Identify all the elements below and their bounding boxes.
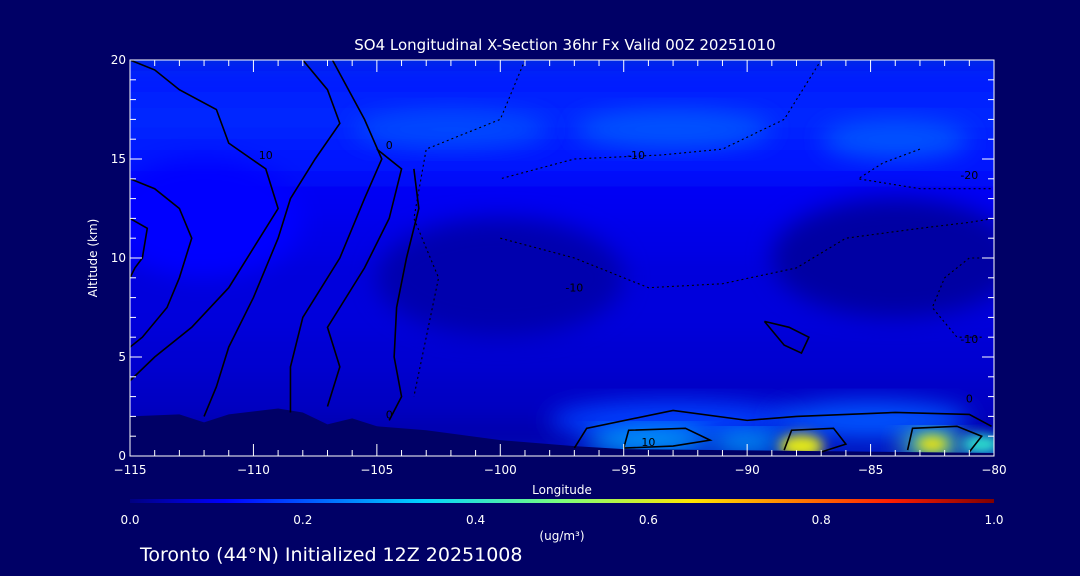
field-blob-8 <box>586 428 711 453</box>
x-axis: −115 −110 −105 −100 −95 −90 −85 −80 <box>114 60 1007 477</box>
field-blob-0 <box>376 218 624 338</box>
contour-solid-9 <box>783 427 848 453</box>
colorbar: 0.0 0.2 0.4 0.6 0.8 1.0 (ug/m³) <box>120 499 1004 543</box>
field-blob-7 <box>771 400 970 441</box>
contour-solid-8 <box>622 427 713 449</box>
y-axis-label: Altitude (km) <box>86 219 100 298</box>
colorbar-tick-label-0: 0.0 <box>120 513 139 527</box>
colorbar-unit-label: (ug/m³) <box>539 529 584 543</box>
field-blob-9 <box>710 432 785 453</box>
field-blob-1 <box>771 198 994 318</box>
colorbar-tick-label-4: 0.8 <box>812 513 831 527</box>
field-band-2 <box>130 337 994 377</box>
contour-label-3: -20 <box>960 169 978 182</box>
contour-solid-10 <box>906 425 983 453</box>
footer-caption: Toronto (44°N) Initialized 12Z 20251008 <box>139 544 523 566</box>
y-tick-label-1: 5 <box>118 350 126 364</box>
x-tick-label-3: −100 <box>484 463 517 477</box>
contour-dotted-16 <box>931 257 994 338</box>
x-tick-label-0: −115 <box>114 463 147 477</box>
contour-label-7: 0 <box>386 408 393 421</box>
colorbar-tick-label-2: 0.4 <box>466 513 485 527</box>
field-blob-6 <box>549 400 797 441</box>
x-axis-label: Longitude <box>532 483 592 497</box>
y-tick-label-3: 15 <box>111 152 126 166</box>
plot-area: 10 0 -10 -20 -10 -10 0 0 10 <box>130 60 994 456</box>
contour-lines <box>130 60 994 453</box>
contour-solid-11 <box>763 320 810 355</box>
contour-solid-5 <box>130 178 193 348</box>
field-blob-5 <box>352 109 550 150</box>
x-tick-label-7: −80 <box>981 463 1006 477</box>
field-blob-13 <box>917 437 948 452</box>
x-tick-label-1: −110 <box>237 463 270 477</box>
field-blobs <box>130 109 994 456</box>
contour-label-8: 10 <box>641 436 655 449</box>
colorbar-tick-label-1: 0.2 <box>293 513 312 527</box>
field-blob-12 <box>961 434 994 455</box>
contour-solid-4 <box>388 168 420 421</box>
colorbar-tick-label-5: 1.0 <box>984 513 1003 527</box>
x-tick-label-2: −105 <box>360 463 393 477</box>
colorbar-gradient <box>130 499 994 503</box>
contour-label-4: -10 <box>565 282 583 295</box>
contour-solid-2 <box>289 60 383 413</box>
contour-solid-0 <box>130 60 279 382</box>
contour-label-0: 10 <box>259 149 273 162</box>
contour-labels: 10 0 -10 -20 -10 -10 0 0 10 <box>259 139 979 449</box>
field-blob-4 <box>574 109 772 150</box>
contour-solid-6 <box>130 217 149 279</box>
contour-label-2: -10 <box>627 149 645 162</box>
field-blob-2 <box>130 159 303 278</box>
contour-dotted-14 <box>500 217 994 289</box>
contour-label-5: -10 <box>960 333 978 346</box>
contour-dotted-15 <box>856 148 994 190</box>
x-tick-label-6: −85 <box>858 463 883 477</box>
terrain-silhouette <box>130 408 994 456</box>
field-blob-3 <box>821 119 970 159</box>
x-tick-label-4: −95 <box>611 463 636 477</box>
chart-title: SO4 Longitudinal X-Section 36hr Fx Valid… <box>354 36 775 54</box>
contour-solid-3 <box>326 148 403 407</box>
field-blob-10 <box>779 434 824 456</box>
y-axis: 0 5 10 15 20 <box>111 53 994 463</box>
contour-solid-7 <box>573 409 992 449</box>
y-tick-label-0: 0 <box>118 449 126 463</box>
contour-label-1: 0 <box>386 139 393 152</box>
contour-solid-1 <box>203 60 341 417</box>
x-tick-label-5: −90 <box>734 463 759 477</box>
y-tick-label-2: 10 <box>111 251 126 265</box>
contour-label-6: 0 <box>966 393 973 406</box>
y-tick-label-4: 20 <box>111 53 126 67</box>
colorbar-tick-label-3: 0.6 <box>639 513 658 527</box>
field-band-9 <box>130 60 994 100</box>
colorbar-ticks: 0.0 0.2 0.4 0.6 0.8 1.0 <box>120 513 1003 527</box>
